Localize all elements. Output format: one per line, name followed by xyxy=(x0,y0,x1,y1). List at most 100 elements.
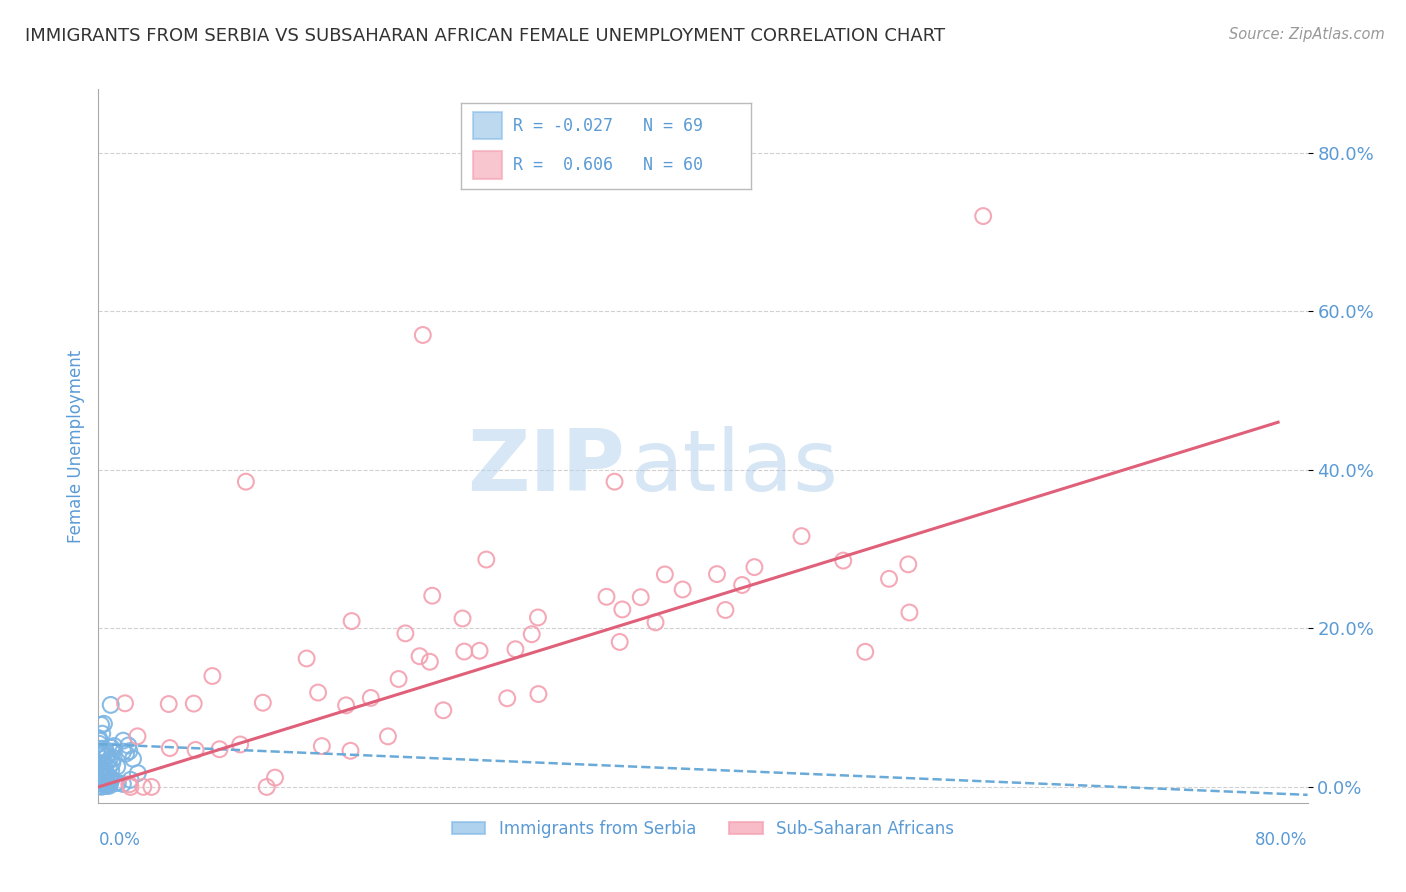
Point xyxy=(93,768,115,782)
Point xyxy=(100,772,122,786)
Point xyxy=(157,697,180,711)
Point xyxy=(94,776,117,790)
Point xyxy=(115,747,138,761)
Point xyxy=(94,778,117,792)
Point xyxy=(90,756,112,770)
Point xyxy=(141,780,163,794)
Point xyxy=(252,696,274,710)
Point xyxy=(94,743,117,757)
Point xyxy=(90,780,112,794)
Point xyxy=(97,755,120,769)
Point xyxy=(98,752,121,766)
Point xyxy=(89,737,111,751)
Point xyxy=(93,768,115,782)
Point xyxy=(603,475,626,489)
Point xyxy=(94,745,117,759)
Point xyxy=(96,779,118,793)
Text: atlas: atlas xyxy=(630,425,838,509)
Point xyxy=(644,615,666,630)
Point xyxy=(201,669,224,683)
Point xyxy=(100,763,122,777)
Point xyxy=(90,718,112,732)
Point xyxy=(94,759,117,773)
Point xyxy=(496,691,519,706)
Point xyxy=(432,703,454,717)
Point xyxy=(387,672,409,686)
Point xyxy=(89,772,111,787)
Point xyxy=(98,779,121,793)
Point xyxy=(112,745,135,759)
Point xyxy=(98,776,121,790)
Point xyxy=(91,766,114,780)
Point xyxy=(93,766,115,780)
Point xyxy=(89,766,111,780)
Legend: Immigrants from Serbia, Sub-Saharan Africans: Immigrants from Serbia, Sub-Saharan Afri… xyxy=(446,814,960,845)
Point xyxy=(595,590,617,604)
Point xyxy=(527,610,550,624)
Point xyxy=(654,567,676,582)
Point xyxy=(89,779,111,793)
Point xyxy=(790,529,813,543)
Point xyxy=(877,572,900,586)
Point xyxy=(609,635,631,649)
Point xyxy=(630,591,652,605)
Point xyxy=(94,765,117,780)
Point xyxy=(96,748,118,763)
Point xyxy=(90,771,112,785)
Point xyxy=(98,772,121,786)
Point xyxy=(897,558,920,572)
Point xyxy=(475,552,498,566)
Point xyxy=(101,745,124,759)
Point xyxy=(118,744,141,758)
Point xyxy=(127,729,149,743)
Point xyxy=(527,687,550,701)
Text: ZIP: ZIP xyxy=(467,425,624,509)
Point xyxy=(714,603,737,617)
Point xyxy=(93,777,115,791)
Y-axis label: Female Unemployment: Female Unemployment xyxy=(66,350,84,542)
Point xyxy=(311,739,333,753)
Point xyxy=(612,602,634,616)
Point xyxy=(256,780,278,794)
Point xyxy=(94,776,117,790)
Point xyxy=(408,649,430,664)
Point xyxy=(419,655,441,669)
Text: Source: ZipAtlas.com: Source: ZipAtlas.com xyxy=(1229,27,1385,42)
Point xyxy=(103,751,125,765)
Point xyxy=(744,560,766,574)
Point xyxy=(453,644,475,658)
Point xyxy=(93,716,115,731)
Point xyxy=(117,739,139,753)
Point xyxy=(672,582,695,597)
Text: 80.0%: 80.0% xyxy=(1256,831,1308,849)
Point xyxy=(853,645,876,659)
Point xyxy=(97,761,120,775)
Point xyxy=(93,774,115,789)
Point xyxy=(229,738,252,752)
Point xyxy=(90,747,112,761)
Text: IMMIGRANTS FROM SERBIA VS SUBSAHARAN AFRICAN FEMALE UNEMPLOYMENT CORRELATION CHA: IMMIGRANTS FROM SERBIA VS SUBSAHARAN AFR… xyxy=(25,27,945,45)
Point xyxy=(120,772,142,787)
Point xyxy=(118,777,141,791)
Point xyxy=(91,741,114,756)
Point xyxy=(898,606,921,620)
Point xyxy=(451,611,474,625)
Point xyxy=(706,567,728,582)
Point xyxy=(468,644,491,658)
Point xyxy=(89,733,111,747)
Point xyxy=(114,696,136,710)
Point xyxy=(96,750,118,764)
Point xyxy=(340,614,363,628)
Point xyxy=(101,756,124,770)
Point xyxy=(93,746,115,760)
Point xyxy=(307,685,329,699)
Point xyxy=(112,733,135,747)
Point xyxy=(105,759,128,773)
Point xyxy=(520,627,543,641)
Point xyxy=(90,767,112,781)
Point xyxy=(159,741,181,756)
Point xyxy=(264,771,287,785)
Point xyxy=(335,698,357,713)
Point xyxy=(89,765,111,780)
Point xyxy=(94,771,117,785)
